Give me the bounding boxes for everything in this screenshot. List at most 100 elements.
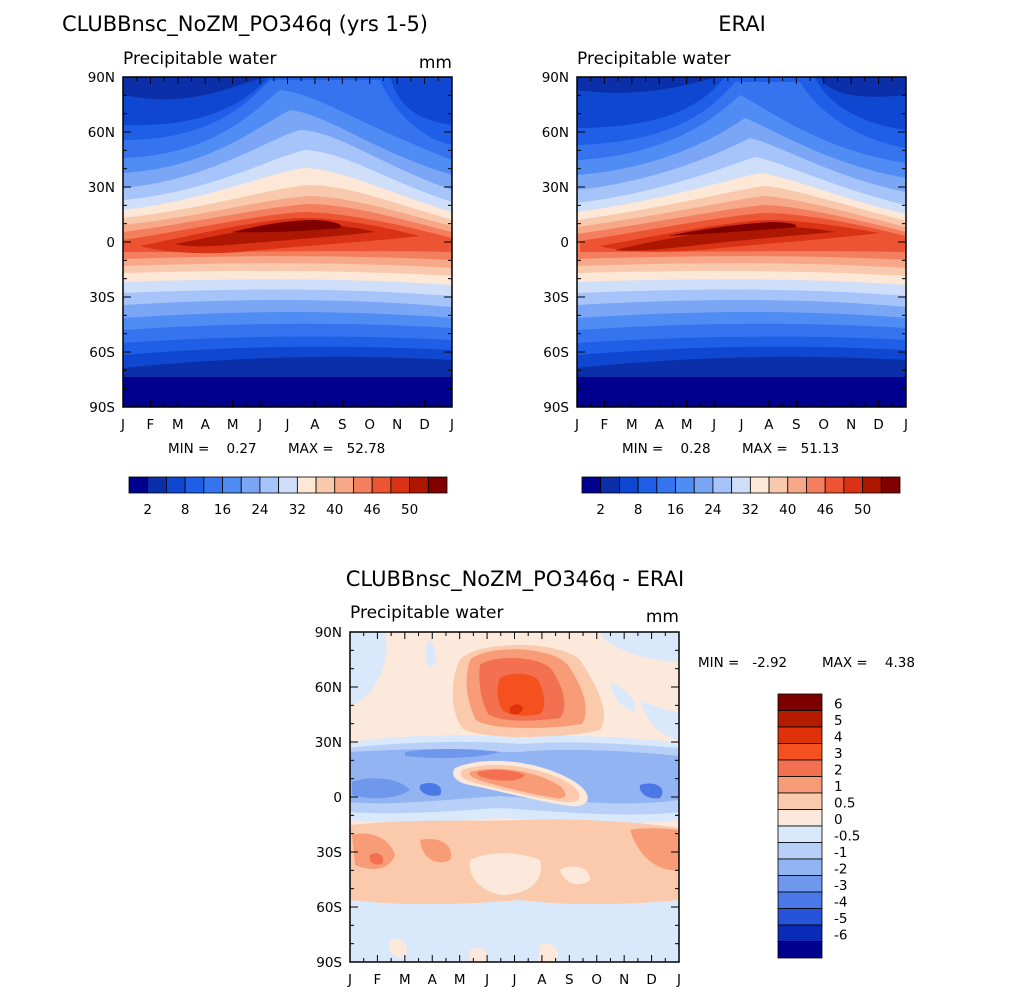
- colorbar-swatch: [409, 476, 429, 494]
- x-tick-label: J: [449, 417, 454, 433]
- x-tick-label: A: [655, 417, 665, 433]
- colorbar-label: 2: [834, 763, 843, 779]
- y-tick-label: 90N: [315, 625, 342, 641]
- colorbar-label: 4: [834, 730, 843, 746]
- colorbar-swatch: [712, 476, 733, 494]
- y-tick-label: 0: [560, 235, 569, 251]
- x-tick-label: M: [227, 417, 239, 433]
- colorbar-label: 0: [834, 812, 843, 828]
- x-tick-label: J: [120, 417, 125, 433]
- field-contour: [419, 783, 442, 796]
- colorbar-swatch: [656, 476, 676, 494]
- colorbar-label: 40: [779, 502, 796, 518]
- x-tick-label: N: [619, 972, 629, 988]
- y-tick-label: 0: [333, 790, 342, 806]
- colorbar-label: -0.5: [834, 829, 860, 845]
- colorbar-swatch: [619, 476, 639, 494]
- x-tick-label: F: [374, 972, 382, 988]
- x-tick-label: A: [201, 417, 211, 433]
- field-contour: [497, 673, 545, 716]
- colorbar-label: -4: [834, 895, 847, 911]
- x-tick-label: M: [399, 972, 411, 988]
- y-tick-label: 30S: [89, 290, 115, 306]
- field-contour: [510, 704, 523, 715]
- panel-diff-min: MIN = -2.92: [698, 655, 787, 671]
- x-tick-label: J: [512, 972, 517, 988]
- colorbar-swatch: [278, 476, 298, 494]
- y-tick-label: 90S: [89, 400, 115, 416]
- x-tick-label: S: [565, 972, 574, 988]
- colorbar-swatch: [777, 825, 823, 843]
- field-contour: [352, 778, 410, 799]
- y-tick-label: 30N: [542, 180, 569, 196]
- x-tick-label: O: [818, 417, 829, 433]
- panel-model-subtitle: Precipitable water: [123, 49, 277, 69]
- field-contour: [405, 749, 500, 759]
- colorbar-label: 16: [214, 502, 231, 518]
- y-tick-label: 90N: [542, 70, 569, 86]
- field-contour: [420, 839, 451, 863]
- panel-erai-colorbar: 2 8 16 24 32 40 46 50: [581, 476, 901, 518]
- colorbar-swatch: [806, 476, 826, 494]
- x-tick-label: D: [419, 417, 429, 433]
- colorbar-swatch: [693, 476, 714, 494]
- colorbar-swatch: [777, 743, 823, 761]
- field-contour: [560, 866, 590, 885]
- x-tick-label: F: [601, 417, 609, 433]
- colorbar-label: 46: [364, 502, 381, 518]
- colorbar-swatch: [166, 476, 186, 494]
- colorbar-swatch: [880, 476, 901, 494]
- panel-erai-field: [577, 77, 906, 407]
- colorbar-swatch: [777, 693, 823, 711]
- colorbar-label: 40: [326, 502, 343, 518]
- panel-erai-title: ERAI: [718, 12, 766, 36]
- x-tick-label: J: [574, 417, 579, 433]
- x-tick-label: A: [764, 417, 774, 433]
- x-tick-label: S: [338, 417, 347, 433]
- panel-diff-max: MAX = 4.38: [822, 655, 915, 671]
- colorbar-label: 50: [854, 502, 871, 518]
- field-contour: [350, 632, 387, 705]
- field-contour: [175, 224, 375, 247]
- colorbar-label: 8: [181, 502, 190, 518]
- y-tick-label: 60N: [542, 125, 569, 141]
- panel-diff-subtitle: Precipitable water: [350, 603, 504, 623]
- colorbar-swatch: [637, 476, 658, 494]
- colorbar-swatch: [777, 858, 823, 876]
- y-tick-label: 60S: [89, 345, 115, 361]
- colorbar-label: -3: [834, 878, 847, 894]
- x-tick-label: A: [310, 417, 320, 433]
- y-tick-label: 90S: [316, 955, 342, 971]
- colorbar-label: 32: [289, 502, 306, 518]
- field-contour: [630, 828, 679, 871]
- colorbar-swatch: [768, 476, 789, 494]
- field-contour: [350, 890, 679, 962]
- panel-model-min: MIN = 0.27: [168, 441, 257, 457]
- x-tick-label: J: [676, 972, 681, 988]
- x-tick-label: M: [172, 417, 184, 433]
- x-tick-label: A: [537, 972, 547, 988]
- colorbar-label: 6: [834, 697, 843, 713]
- x-tick-label: S: [792, 417, 801, 433]
- x-tick-label: M: [626, 417, 638, 433]
- colorbar-swatch: [259, 476, 280, 494]
- colorbar-label: 24: [251, 502, 268, 518]
- panel-model-title: CLUBBnsc_NoZM_PO346q (yrs 1-5): [62, 12, 428, 37]
- colorbar-label: -6: [834, 928, 847, 944]
- y-tick-label: 60S: [316, 900, 342, 916]
- colorbar-swatch: [147, 476, 167, 494]
- panel-erai-subtitle: Precipitable water: [577, 49, 731, 69]
- colorbar-label: -2: [834, 862, 847, 878]
- colorbar-swatch: [777, 941, 823, 959]
- field-contour: [615, 226, 835, 251]
- field-contour: [352, 833, 395, 869]
- x-tick-label: F: [147, 417, 155, 433]
- x-tick-label: O: [591, 972, 602, 988]
- y-tick-label: 90N: [88, 70, 115, 86]
- colorbar-swatch: [371, 476, 392, 494]
- colorbar-swatch: [777, 908, 823, 926]
- colorbar-swatch: [203, 476, 223, 494]
- colorbar-swatch: [675, 476, 695, 494]
- colorbar-label: 8: [634, 502, 643, 518]
